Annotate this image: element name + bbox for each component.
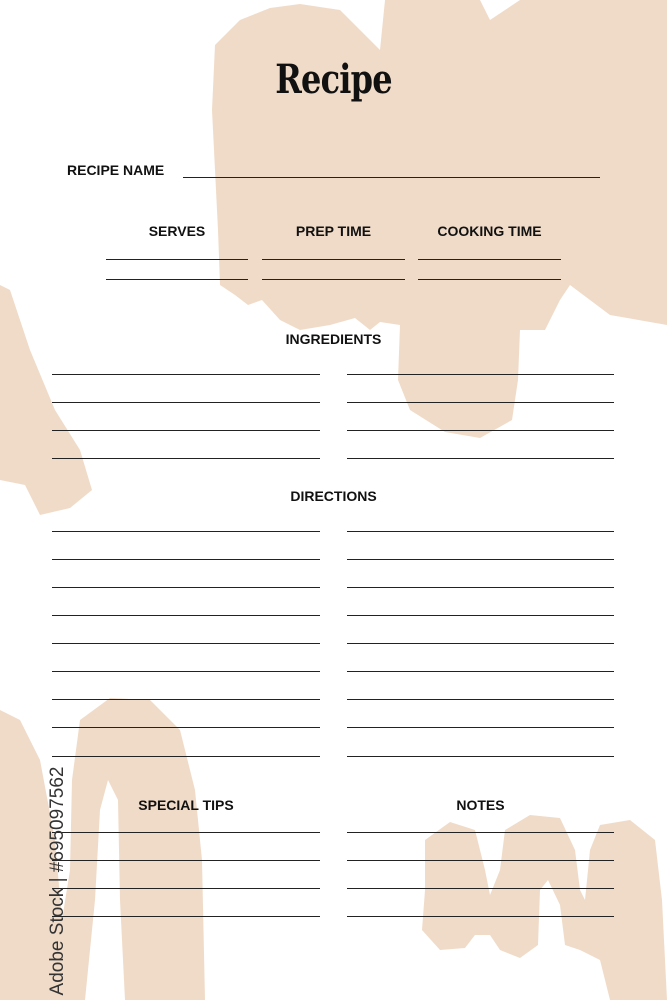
- serves-label: SERVES: [148, 223, 206, 239]
- prep-time-line[interactable]: [262, 279, 405, 280]
- cooking-time-line[interactable]: [418, 259, 561, 260]
- directions-line[interactable]: [52, 643, 320, 644]
- directions-line[interactable]: [347, 615, 614, 616]
- cooking-time-line[interactable]: [418, 279, 561, 280]
- recipe-name-label: RECIPE NAME: [67, 162, 165, 178]
- special-tips-line[interactable]: [52, 860, 320, 861]
- ingredients-line[interactable]: [347, 458, 614, 459]
- directions-line[interactable]: [347, 531, 614, 532]
- directions-line[interactable]: [52, 756, 320, 757]
- page-title: Recipe: [275, 56, 392, 103]
- directions-line[interactable]: [347, 587, 614, 588]
- ingredients-line[interactable]: [52, 402, 320, 403]
- special-tips-line[interactable]: [52, 832, 320, 833]
- notes-line[interactable]: [347, 832, 614, 833]
- serves-line[interactable]: [106, 279, 248, 280]
- special-tips-label: SPECIAL TIPS: [138, 797, 234, 813]
- ingredients-line[interactable]: [347, 374, 614, 375]
- notes-label: NOTES: [456, 797, 505, 813]
- ingredients-line[interactable]: [347, 430, 614, 431]
- recipe-name-line[interactable]: [183, 177, 600, 178]
- directions-line[interactable]: [52, 615, 320, 616]
- directions-line[interactable]: [52, 671, 320, 672]
- ingredients-line[interactable]: [52, 430, 320, 431]
- notes-line[interactable]: [347, 916, 614, 917]
- directions-line[interactable]: [347, 727, 614, 728]
- cooking-time-label: COOKING TIME: [437, 223, 542, 239]
- special-tips-line[interactable]: [52, 916, 320, 917]
- ingredients-line[interactable]: [52, 458, 320, 459]
- special-tips-line[interactable]: [52, 888, 320, 889]
- notes-line[interactable]: [347, 860, 614, 861]
- directions-line[interactable]: [347, 756, 614, 757]
- prep-time-label: PREP TIME: [295, 223, 372, 239]
- ingredients-line[interactable]: [52, 374, 320, 375]
- directions-label: DIRECTIONS: [290, 488, 377, 504]
- directions-line[interactable]: [52, 559, 320, 560]
- directions-line[interactable]: [347, 671, 614, 672]
- notes-line[interactable]: [347, 888, 614, 889]
- directions-line[interactable]: [52, 727, 320, 728]
- directions-line[interactable]: [52, 531, 320, 532]
- directions-line[interactable]: [347, 643, 614, 644]
- directions-line[interactable]: [347, 699, 614, 700]
- watermark: Adobe Stock | #695097562: [47, 766, 68, 996]
- prep-time-line[interactable]: [262, 259, 405, 260]
- ingredients-line[interactable]: [347, 402, 614, 403]
- directions-line[interactable]: [52, 587, 320, 588]
- ingredients-label: INGREDIENTS: [285, 331, 382, 347]
- serves-line[interactable]: [106, 259, 248, 260]
- directions-line[interactable]: [347, 559, 614, 560]
- directions-line[interactable]: [52, 699, 320, 700]
